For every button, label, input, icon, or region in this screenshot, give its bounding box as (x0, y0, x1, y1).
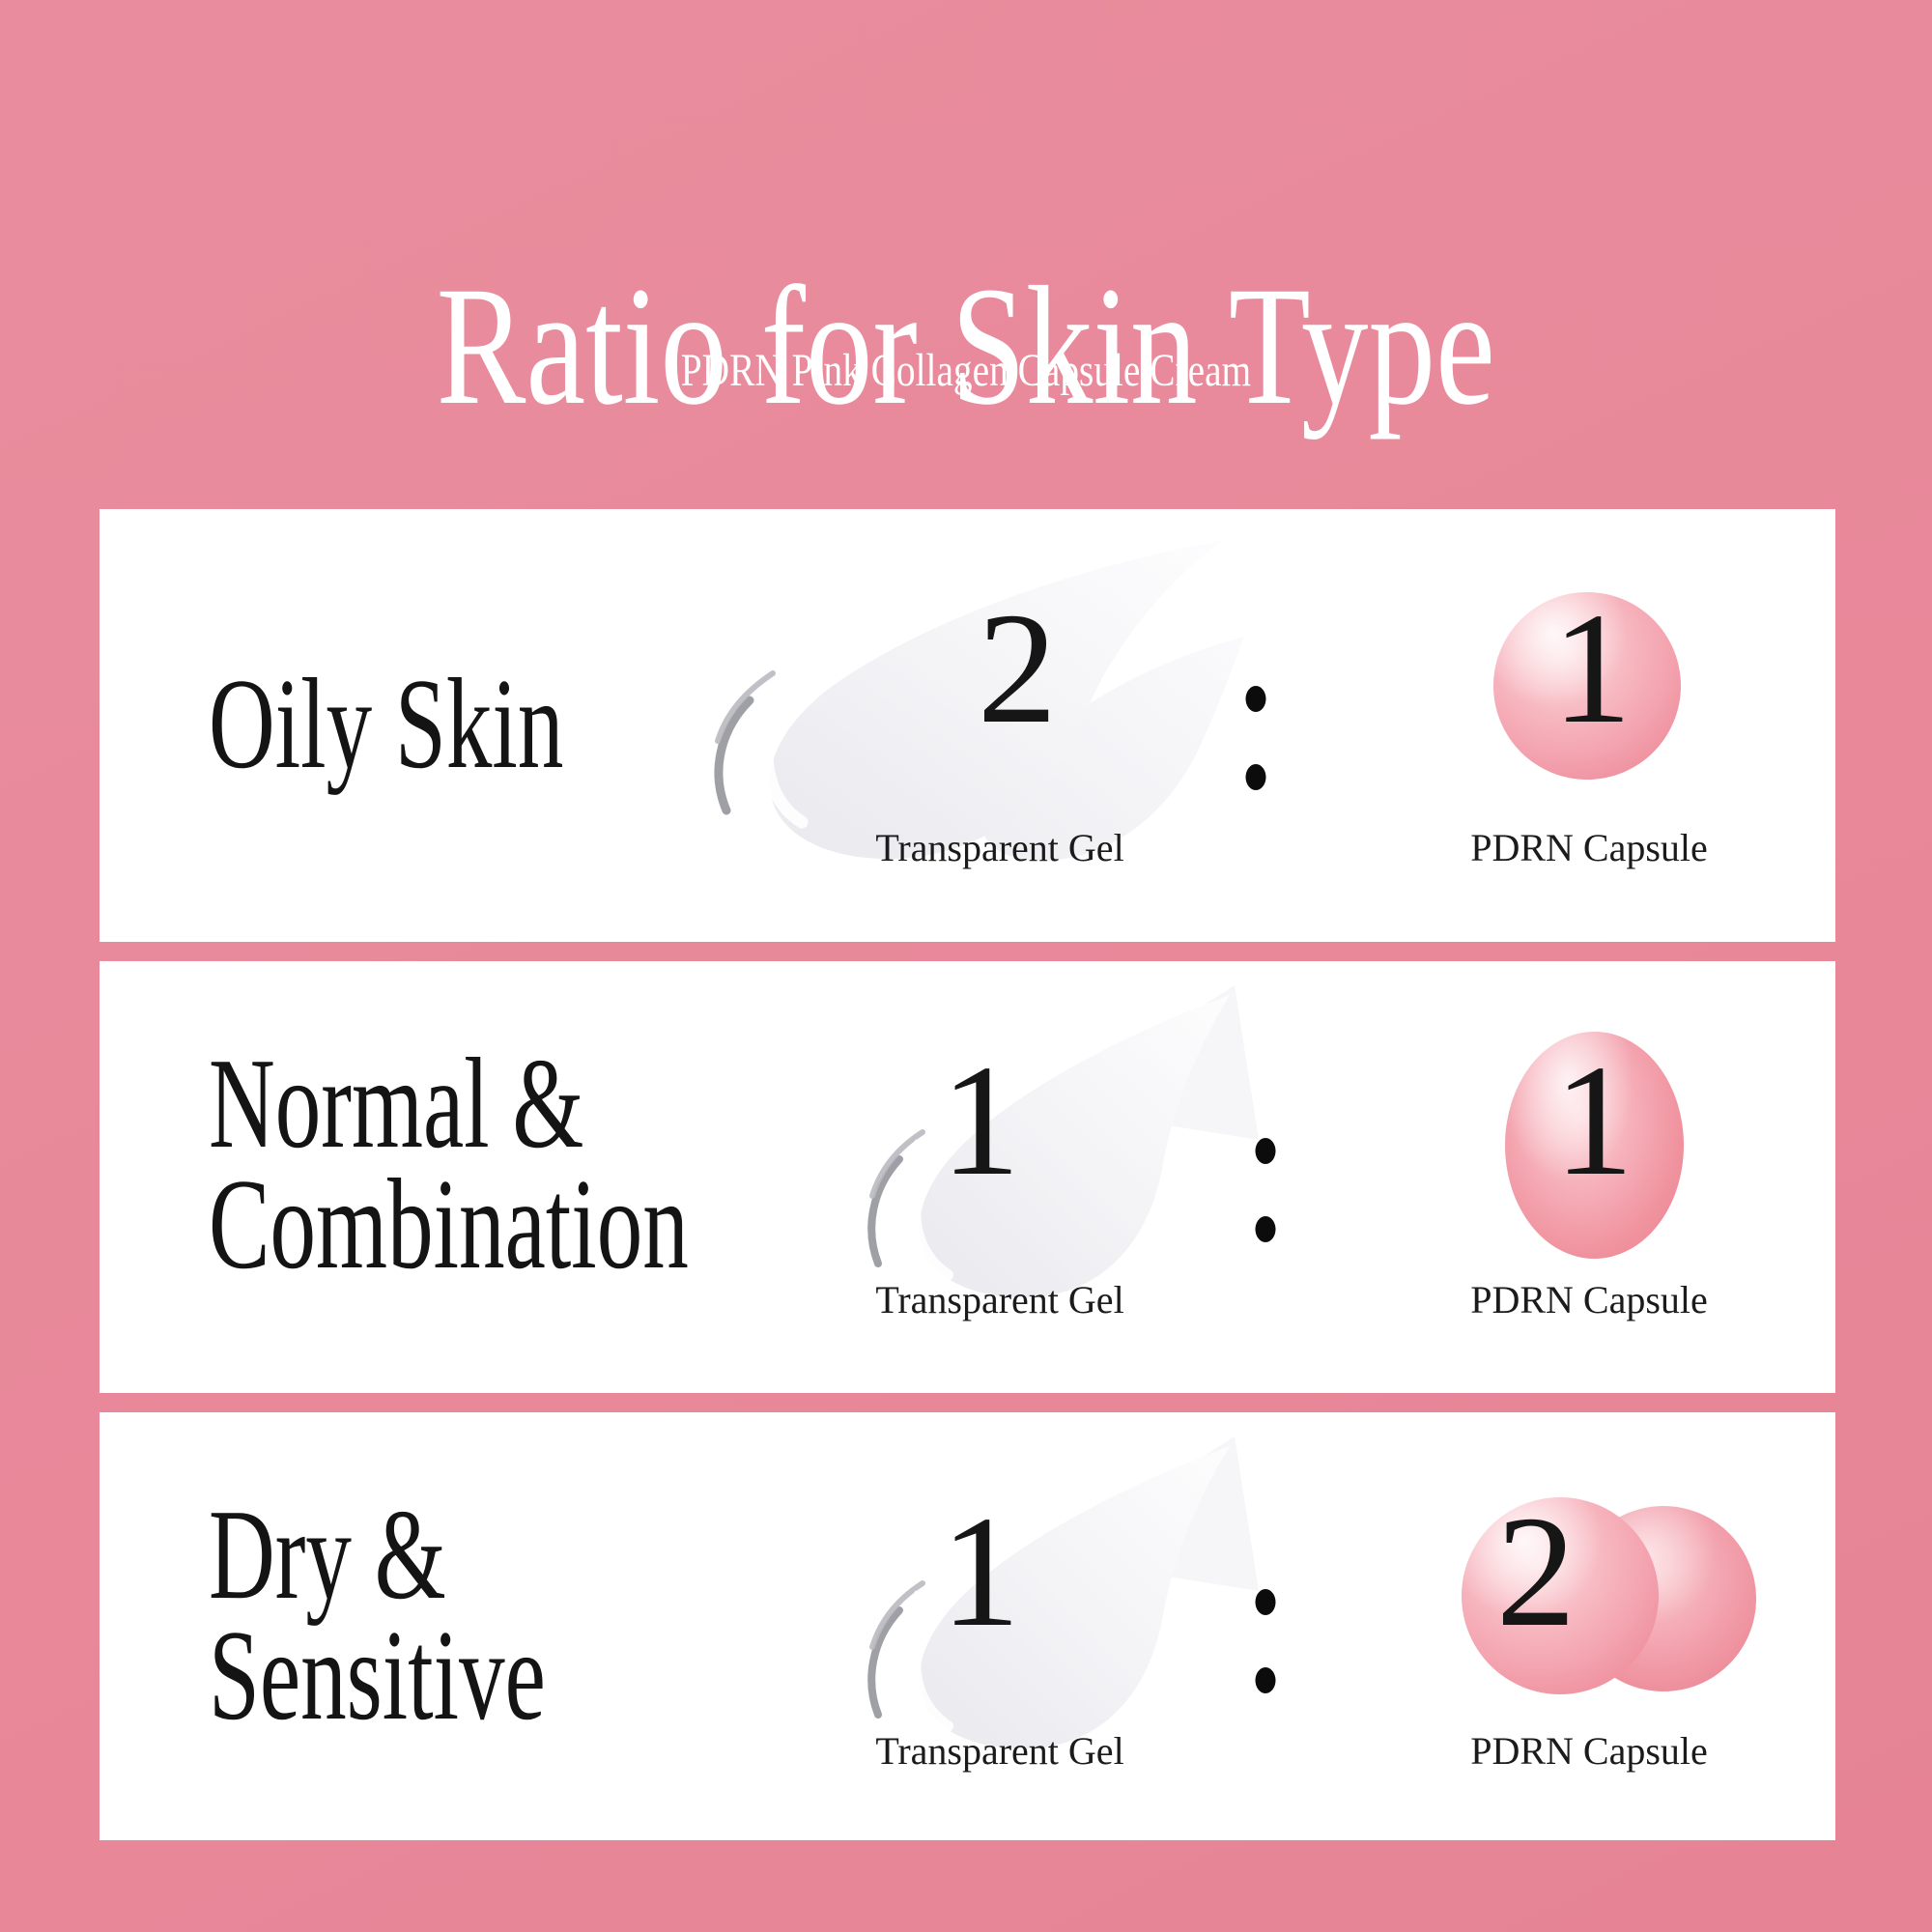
skin-type-line2: Combination (209, 1152, 689, 1295)
transparent-gel-smear-graphic (714, 540, 1244, 861)
ratio-card-normal-combination: Normal & Combination 1 1 Transparent Gel… (99, 961, 1835, 1393)
skin-type-line1: Dry & (209, 1483, 446, 1626)
pdrn-capsule-label: PDRN Capsule (1470, 1729, 1708, 1773)
page-title: Ratio for Skin Type (0, 251, 1932, 440)
skin-type-label: Oily Skin (209, 652, 564, 795)
gel-ratio-number: 1 (940, 1032, 1021, 1208)
ratio-card-oily-skin: Oily Skin 2 1 Transparent Gel PDRN Capsu… (99, 509, 1835, 942)
colon-dot-top (1245, 686, 1266, 712)
colon-dot-bottom (1255, 1667, 1276, 1693)
pdrn-capsule-sphere (1505, 1032, 1684, 1259)
transparent-gel-label: Transparent Gel (875, 1278, 1124, 1321)
colon-dot-bottom (1245, 764, 1266, 790)
page-subtitle: PDRN Pink Collagen Capsule Cream (0, 348, 1932, 394)
gel-ratio-number: 2 (977, 580, 1058, 756)
ratio-colon-separator (1255, 1138, 1276, 1242)
colon-dot-bottom (1255, 1216, 1276, 1242)
transparent-gel-smear-graphic (867, 985, 1259, 1298)
pdrn-capsule-label: PDRN Capsule (1470, 1278, 1708, 1321)
capsule-ratio-number: 1 (1551, 580, 1633, 756)
skin-type-label: Normal & Combination (209, 1032, 689, 1295)
pdrn-capsule-sphere-front (1462, 1497, 1659, 1694)
transparent-gel-label: Transparent Gel (875, 1729, 1124, 1773)
pdrn-capsule-label: PDRN Capsule (1470, 826, 1708, 869)
transparent-gel-smear-graphic (867, 1436, 1259, 1749)
gel-ratio-number: 1 (940, 1483, 1021, 1660)
transparent-gel-label: Transparent Gel (875, 826, 1124, 869)
colon-dot-top (1255, 1589, 1276, 1615)
capsule-ratio-number: 2 (1495, 1483, 1577, 1660)
capsule-ratio-number: 1 (1553, 1032, 1634, 1208)
page-subtitle-text: PDRN Pink Collagen Capsule Cream (680, 345, 1252, 396)
ratio-colon-separator (1255, 1589, 1276, 1693)
ratio-card-dry-sensitive: Dry & Sensitive 1 2 Transparent Gel PDRN… (99, 1412, 1835, 1840)
pdrn-capsule-sphere (1493, 592, 1681, 780)
skin-type-line1: Oily Skin (209, 652, 564, 795)
ratio-colon-separator (1245, 686, 1266, 790)
skin-type-label: Dry & Sensitive (209, 1483, 546, 1747)
skin-type-line2: Sensitive (209, 1604, 546, 1747)
page-title-text: Ratio for Skin Type (436, 251, 1496, 440)
skin-type-line1: Normal & (209, 1032, 584, 1175)
colon-dot-top (1255, 1138, 1276, 1164)
